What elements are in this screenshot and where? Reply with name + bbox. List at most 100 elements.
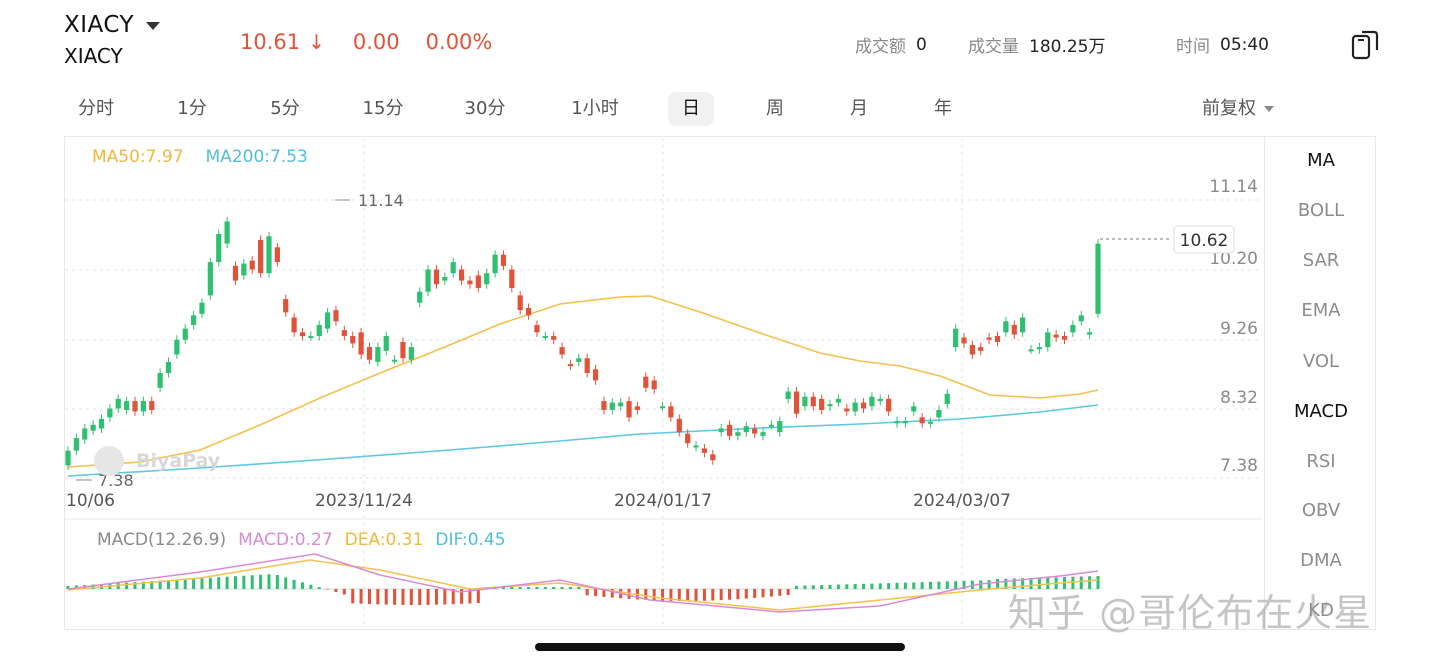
chevron-down-icon[interactable]: [146, 22, 161, 30]
macd-histogram-bar: [309, 584, 313, 589]
candle-body: [492, 254, 498, 274]
tab-period-1h[interactable]: 1小时: [571, 98, 619, 119]
candle-body: [618, 402, 624, 407]
indicator-macd[interactable]: MACD: [1294, 401, 1348, 422]
macd-histogram-bar: [652, 589, 656, 601]
macd-histogram-bar: [1012, 578, 1016, 589]
macd-histogram-bar: [987, 580, 991, 589]
indicator-rsi[interactable]: RSI: [1306, 451, 1336, 472]
indicator-vol[interactable]: VOL: [1302, 351, 1340, 372]
macd-histogram-bar: [719, 589, 723, 601]
tab-period-30m[interactable]: 30分: [464, 98, 506, 119]
candle-body: [500, 254, 507, 266]
macd-histogram-bar: [242, 575, 246, 589]
candle-body: [124, 401, 130, 410]
macd-histogram-bar: [669, 589, 673, 601]
macd-histogram-bar: [895, 582, 899, 589]
tab-period-5m[interactable]: 5分: [270, 98, 300, 119]
tab-period-month[interactable]: 月: [850, 98, 868, 119]
macd-histogram-bar: [686, 589, 690, 601]
price-change-pct: 0.00%: [425, 30, 493, 54]
macd-histogram-bar: [702, 589, 706, 601]
macd-histogram-bar: [820, 585, 824, 589]
candle-body: [224, 221, 230, 244]
x-tick-label: 2024/03/07: [913, 491, 1011, 511]
macd-histogram-bar: [1088, 576, 1092, 589]
candle-body: [953, 328, 959, 348]
macd-histogram-bar: [543, 587, 547, 589]
price-change: 0.00: [352, 30, 400, 54]
macd-histogram-bar: [267, 574, 271, 589]
candle-body: [994, 336, 1001, 342]
candle-body: [417, 291, 423, 303]
tab-period-day[interactable]: 日: [668, 92, 714, 126]
macd-histogram-bar: [141, 581, 145, 589]
macd-histogram-bar: [677, 589, 681, 601]
candle-body: [668, 406, 674, 418]
candle-body: [534, 324, 540, 333]
macd-histogram-bar: [694, 589, 698, 601]
candle-body: [408, 347, 414, 360]
candle-body: [249, 260, 255, 270]
ticker-header[interactable]: XIACY XIACY: [64, 12, 161, 68]
indicator-boll[interactable]: BOLL: [1297, 200, 1345, 221]
indicator-obv[interactable]: OBV: [1301, 500, 1341, 521]
macd-histogram-bar: [393, 589, 397, 605]
watermark-text: 知乎 @哥伦布在火星: [1008, 591, 1373, 635]
macd-histogram-bar: [426, 589, 430, 605]
candle-body: [1028, 349, 1034, 352]
tab-period-1m[interactable]: 1分: [177, 98, 207, 119]
candle-body: [718, 428, 724, 433]
candle-body: [391, 359, 398, 362]
last-price-label: 10.62: [1180, 231, 1229, 251]
candle-body: [358, 332, 364, 355]
macd-histogram-bar: [753, 589, 757, 598]
indicator-ema[interactable]: EMA: [1301, 300, 1341, 321]
indicator-kd[interactable]: KD: [1308, 600, 1334, 621]
macd-histogram-bar: [175, 579, 179, 589]
macd-histogram-bar: [661, 589, 665, 601]
indicator-dma[interactable]: DMA: [1300, 550, 1342, 571]
tab-period-minute[interactable]: 分时: [78, 98, 114, 119]
candle-body: [174, 339, 180, 355]
macd-histogram-bar: [384, 589, 388, 605]
share-icon[interactable]: [1350, 28, 1380, 60]
home-indicator[interactable]: [535, 643, 905, 651]
chart-panel[interactable]: [64, 136, 1376, 630]
macd-histogram-bar: [342, 589, 346, 595]
tab-period-15m[interactable]: 15分: [362, 98, 404, 119]
candle-body: [450, 262, 456, 274]
indicator-ma[interactable]: MA: [1307, 150, 1335, 171]
candle-body: [1003, 321, 1009, 333]
indicator-sar[interactable]: SAR: [1302, 250, 1340, 271]
candle-body: [458, 269, 465, 281]
adjust-label: 前复权: [1202, 98, 1256, 119]
candle-body: [182, 328, 188, 340]
macd-histogram-bar: [166, 580, 170, 589]
macd-histogram-bar: [594, 589, 598, 597]
macd-histogram-bar: [845, 584, 849, 589]
tab-period-week[interactable]: 周: [766, 98, 784, 119]
macd-histogram-bar: [912, 582, 916, 589]
macd-histogram-bar: [744, 589, 748, 599]
macd-histogram-bar: [1021, 578, 1025, 589]
candle-body: [777, 421, 783, 433]
macd-histogram-bar: [133, 582, 137, 589]
candle-body: [559, 347, 565, 355]
candle-body: [726, 424, 733, 436]
macd-histogram-bar: [317, 587, 321, 589]
ma50-line: [67, 295, 1099, 468]
dif-line: [67, 553, 1099, 613]
candle-body: [266, 236, 272, 274]
macd-histogram-bar: [217, 577, 221, 589]
candle-body: [835, 398, 842, 403]
tab-period-year[interactable]: 年: [934, 98, 952, 119]
adjust-dropdown[interactable]: 前复权: [1202, 92, 1274, 126]
macd-histogram-bar: [192, 578, 196, 589]
candle-body: [877, 398, 883, 402]
candle-body: [743, 426, 749, 433]
down-arrow-icon: ↓: [308, 30, 325, 54]
candle-body: [961, 337, 967, 344]
candle-body: [149, 401, 155, 410]
